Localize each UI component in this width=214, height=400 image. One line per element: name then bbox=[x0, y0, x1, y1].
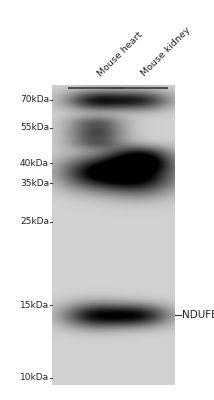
Text: 25kDa: 25kDa bbox=[20, 218, 49, 226]
Text: 55kDa: 55kDa bbox=[20, 124, 49, 132]
Text: Mouse kidney: Mouse kidney bbox=[140, 26, 193, 78]
Text: 40kDa: 40kDa bbox=[20, 158, 49, 168]
Text: NDUFB3: NDUFB3 bbox=[182, 310, 214, 320]
Text: 70kDa: 70kDa bbox=[20, 96, 49, 104]
Text: 35kDa: 35kDa bbox=[20, 178, 49, 188]
Text: Mouse heart: Mouse heart bbox=[96, 30, 144, 78]
Text: 10kDa: 10kDa bbox=[20, 374, 49, 382]
Text: 15kDa: 15kDa bbox=[20, 300, 49, 310]
